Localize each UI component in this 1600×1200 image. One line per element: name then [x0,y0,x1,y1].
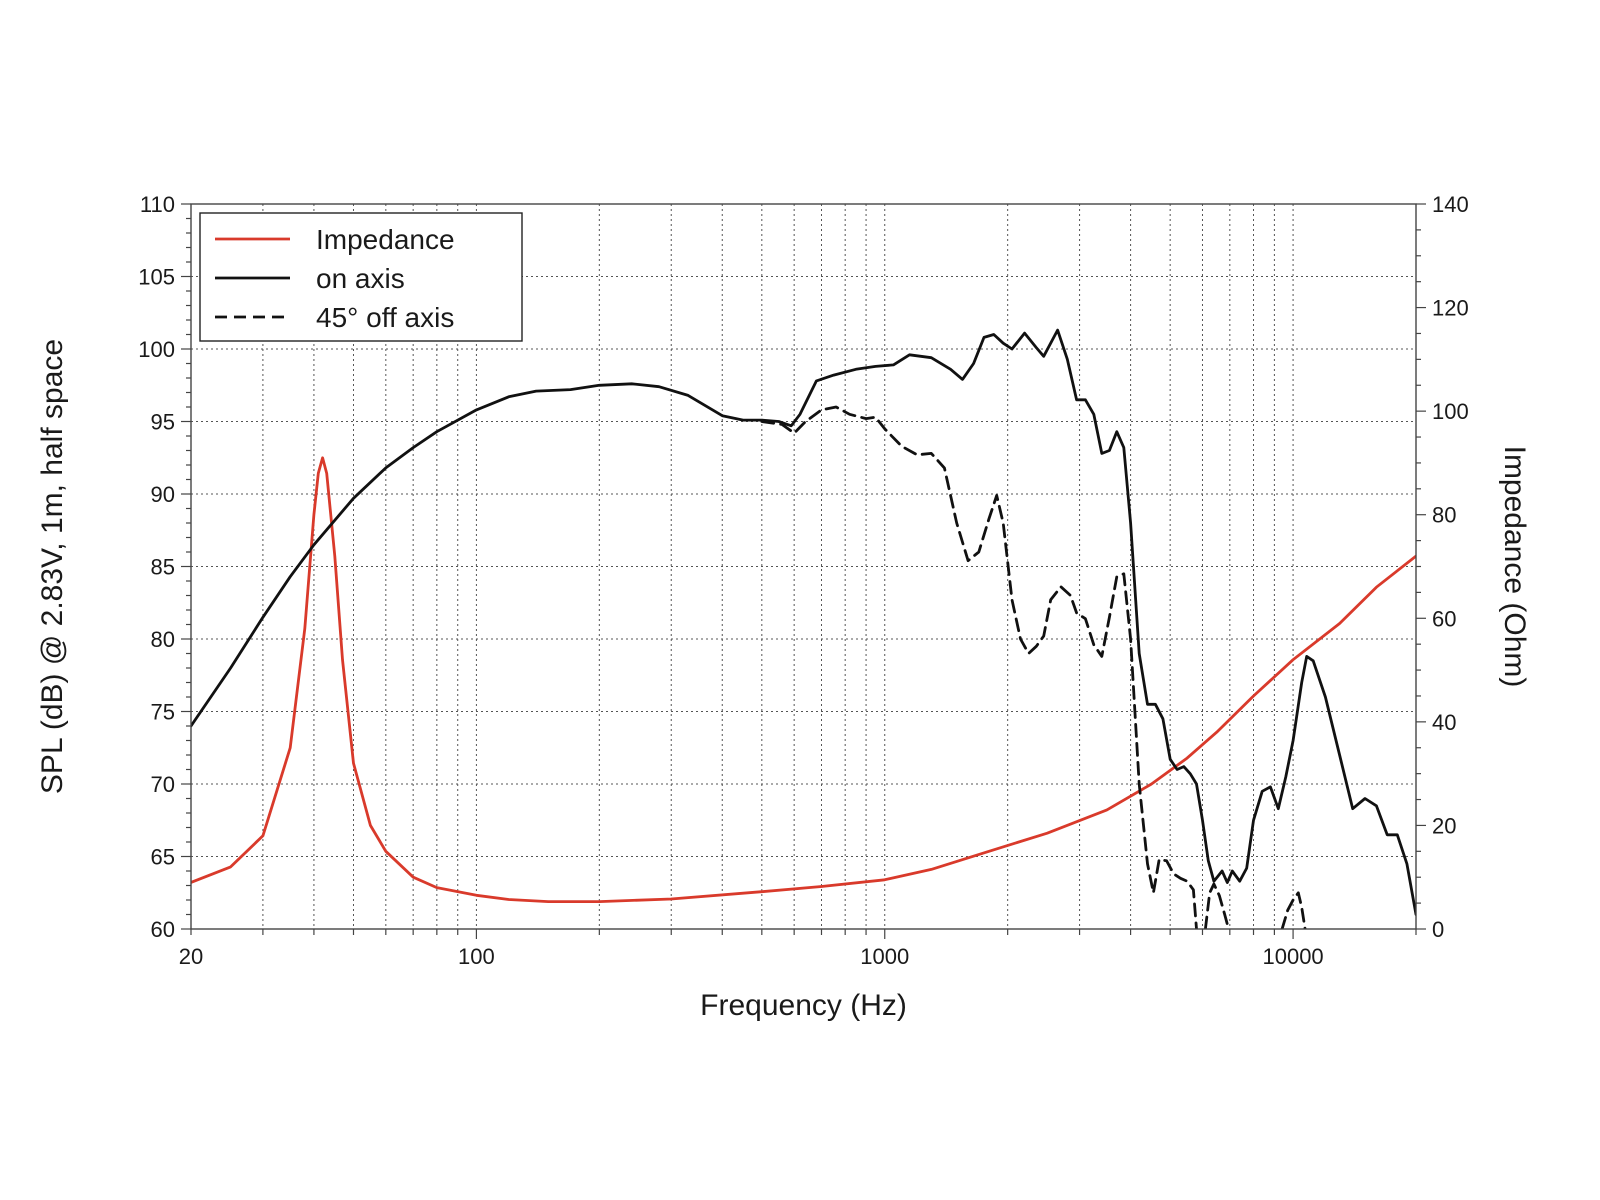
x-tick-label: 1000 [860,944,909,969]
x-tick-label: 20 [179,944,203,969]
axis-ticks: 60 65 70 75 80 85 90 95 100 105 110 0 20 40 60 80 100 120… [138,192,1468,969]
y-tick-label: 70 [151,772,175,797]
y-tick-label: 90 [151,482,175,507]
series-impedance-line [191,456,1416,903]
legend-label: 45° off axis [316,302,454,333]
y-tick-label: 80 [151,627,175,652]
x-tick-label: 100 [458,944,495,969]
y2-tick-label: 20 [1432,813,1456,838]
series-on-axis-line [191,328,1416,916]
y-axis-title-left: SPL (dB) @ 2.83V, 1m, half space [36,339,69,794]
y2-tick-label: 80 [1432,503,1456,528]
x-tick-label: 10000 [1262,944,1323,969]
y-tick-label: 75 [151,700,175,725]
series-45-off-axis-line-segment [1204,882,1230,929]
y-tick-label: 85 [151,555,175,580]
y2-tick-label: 40 [1432,710,1456,735]
data-curves [191,328,1416,929]
x-axis-title: Frequency (Hz) [700,989,907,1022]
y2-tick-label: 0 [1432,917,1444,942]
y2-tick-label: 100 [1432,399,1469,424]
legend-label: on axis [316,263,405,294]
y-tick-label: 110 [140,192,175,217]
y-tick-label: 95 [151,410,175,435]
legend: Impedance on axis 45° off axis [199,212,523,342]
series-45-off-axis-line [760,405,1198,929]
legend-label: Impedance [316,224,455,255]
y-tick-label: 100 [138,337,175,362]
series-45-off-axis-line-segment [1280,891,1307,929]
y-axis-title-right: Impedance (Ohm) [1498,446,1531,688]
y2-tick-label: 60 [1432,606,1456,631]
y-tick-label: 105 [138,265,175,290]
y-tick-label: 65 [151,845,175,870]
y2-tick-label: 140 [1432,192,1469,217]
y2-tick-label: 120 [1432,296,1469,321]
y-tick-label: 60 [151,917,175,942]
